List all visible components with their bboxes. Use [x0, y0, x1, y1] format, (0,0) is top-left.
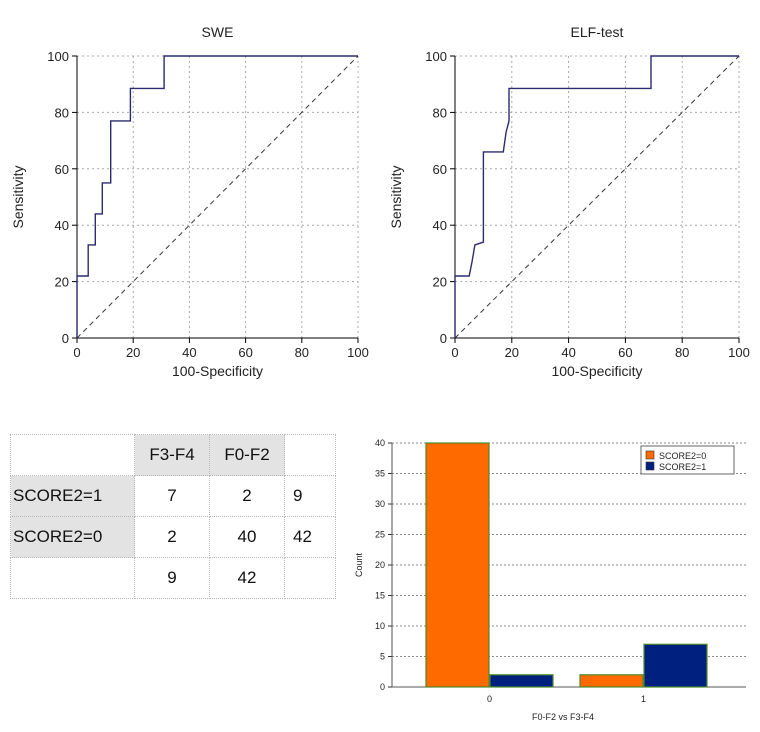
legend-label: SCORE2=1: [659, 462, 706, 472]
table-cell: 2: [134, 516, 210, 558]
x-tick-label: 80: [675, 345, 689, 360]
bar-score2-1-0: [489, 674, 554, 688]
y-tick-label: 15: [375, 591, 385, 601]
table-row: F3-F4 F0-F2: [10, 434, 336, 476]
table-cell: 40: [209, 516, 285, 558]
table-cell: [284, 557, 336, 599]
table-cell: [10, 557, 135, 599]
chart-title: SWE: [202, 24, 234, 40]
table-cell: 42: [284, 516, 336, 558]
y-tick-label: 10: [375, 621, 385, 631]
roc-chart-elf: 0 20 40 60 80 100 0 20 40 60 80 100 ELF-test 100-Spec…: [388, 24, 750, 379]
y-tick-label: 100: [425, 49, 447, 64]
table-cell: [10, 434, 135, 476]
x-tick-label: 0: [73, 345, 80, 360]
table-row-header: SCORE2=0: [10, 516, 135, 558]
legend-swatch: [645, 461, 655, 471]
x-tick-label: 40: [182, 345, 196, 360]
table-cell: [284, 434, 336, 476]
y-tick-label: 20: [375, 560, 385, 570]
y-tick-label: 40: [375, 438, 385, 448]
reference-diagonal-line: [454, 55, 740, 339]
y-tick-label: 30: [375, 499, 385, 509]
y-tick-label: 0: [440, 331, 447, 346]
x-tick-label: 100: [347, 345, 369, 360]
y-tick-label: 25: [375, 530, 385, 540]
bar-chart-score2: 0 5 10 15 20 25 30 35 40 0 1 F0-F2 vs F3-F4 Count SCO…: [354, 438, 746, 722]
legend-swatch: [645, 450, 655, 460]
y-tick-label: 20: [433, 275, 447, 290]
x-tick-label: 40: [561, 345, 575, 360]
y-axis-label: Sensitivity: [388, 165, 404, 228]
y-axis-label: Count: [354, 553, 364, 578]
roc-curve: [76, 55, 358, 338]
y-tick-label: 35: [375, 469, 385, 479]
y-axis-label: Sensitivity: [10, 165, 26, 228]
x-tick-label: 0: [451, 345, 458, 360]
y-tick-label: 0: [380, 682, 385, 692]
table-cell: 9: [284, 475, 336, 517]
y-tick-label: 60: [433, 162, 447, 177]
x-axis-label: 100-Specificity: [551, 363, 642, 379]
table-header-cell: F3-F4: [134, 434, 210, 476]
table-cell: 2: [209, 475, 285, 517]
bar-score2-1-1: [643, 643, 708, 688]
bar-score2-0-1: [579, 674, 644, 688]
y-tick-label: 0: [62, 331, 69, 346]
x-tick-label: 0: [487, 694, 492, 704]
table-row: SCORE2=0 2 40 42: [10, 516, 336, 558]
table-row-header: SCORE2=1: [10, 475, 135, 517]
table-cell: 42: [209, 557, 285, 599]
x-tick-label: 1: [641, 694, 646, 704]
x-tick-label: 20: [505, 345, 519, 360]
table-row: 9 42: [10, 557, 336, 599]
x-tick-label: 80: [295, 345, 309, 360]
table-header-cell: F0-F2: [209, 434, 285, 476]
legend-box: [640, 445, 735, 475]
y-tick-label: 20: [55, 275, 69, 290]
x-tick-label: 20: [126, 345, 140, 360]
table-cell: 9: [134, 557, 210, 599]
x-tick-label: 60: [618, 345, 632, 360]
x-axis-label: F0-F2 vs F3-F4: [532, 712, 594, 722]
chart-title: ELF-test: [571, 24, 624, 40]
y-tick-label: 80: [55, 105, 69, 120]
x-axis-label: 100-Specificity: [172, 363, 263, 379]
roc-chart-swe: 0 20 40 60 80 100 0 20 40 60 80 100 SWE 100-Specifici…: [10, 24, 369, 379]
y-tick-label: 40: [433, 218, 447, 233]
x-tick-label: 60: [238, 345, 252, 360]
legend-label: SCORE2=0: [659, 451, 706, 461]
y-tick-label: 40: [55, 218, 69, 233]
y-tick-label: 5: [380, 652, 385, 662]
roc-curve: [454, 55, 739, 338]
reference-diagonal-line: [76, 55, 359, 339]
bar-score2-0-0: [425, 442, 490, 688]
y-tick-label: 80: [433, 105, 447, 120]
y-tick-label: 100: [47, 49, 69, 64]
x-tick-label: 100: [728, 345, 750, 360]
contingency-table: F3-F4 F0-F2 SCORE2=1 7 2 9 SCORE2=0 2 40…: [10, 434, 336, 599]
y-tick-label: 60: [55, 162, 69, 177]
table-cell: 7: [134, 475, 210, 517]
table-row: SCORE2=1 7 2 9: [10, 475, 336, 517]
